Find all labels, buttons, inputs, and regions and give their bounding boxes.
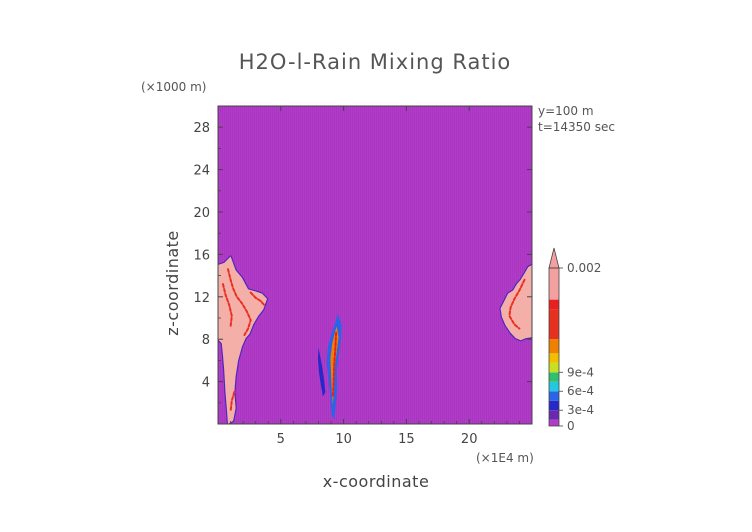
y-tick-label: 16 [193,248,210,263]
x-tick-label: 15 [398,432,415,447]
left-rain-core [218,256,267,424]
colorbar-label: 6e-4 [567,384,594,398]
colorbar-band [549,410,559,420]
colorbar-band [549,309,559,340]
x-axis-label: x-coordinate [323,472,430,491]
left-core-bottom [229,391,236,413]
center-side-streak [317,347,326,397]
y-tick-label: 8 [202,333,210,348]
colorbar-band [549,353,559,363]
plot-frame [217,105,533,425]
colorbar-band [549,362,559,373]
y-unit-label: (×1000 m) [141,80,206,94]
colorbar-label: 0.002 [567,261,601,275]
y-tick-label: 24 [193,164,210,179]
colorbar-label: 9e-4 [567,365,594,379]
y-axis-label: z-coordinate [163,230,182,336]
y-tick-label: 20 [193,206,210,221]
y-tick-label: 28 [193,121,210,136]
y-axis-ticks: 4 8 12 16 20 24 28 [193,121,532,404]
x-tick-label: 20 [461,432,478,447]
colorbar-label: 3e-4 [567,403,594,417]
colorbar-band [549,339,559,354]
colorbar-band [549,372,559,382]
colorbar-band [549,268,559,300]
colorbar-extend-arrow [548,247,560,269]
colorbar-frame [548,267,560,427]
chart-title: H2O-l-Rain Mixing Ratio [239,50,512,74]
rain-regions [218,255,532,424]
left-core-red-3 [222,283,233,328]
center-core-red [331,331,338,398]
left-core-red-2 [249,291,266,307]
colorbar-label: 0 [567,419,575,433]
right-core-red [508,278,526,330]
plot-background [218,106,532,424]
colorbar-band [549,299,559,310]
y-tick-label: 12 [193,291,210,306]
y-tick-label: 4 [202,376,210,391]
colorbar-band [549,400,559,411]
x-tick-label: 5 [277,432,285,447]
colorbar-band [549,381,559,392]
x-unit-label: (×1E4 m) [476,451,534,465]
colorbar-band [549,391,559,401]
colorbar-band [549,419,559,426]
left-core-red [227,268,252,336]
annotation-t: t=14350 sec [538,120,615,134]
annotation-y: y=100 m [538,104,594,118]
right-rain-core [500,265,532,341]
x-tick-label: 10 [335,432,352,447]
x-axis-ticks: 5 10 15 20 [230,106,520,447]
colorbar: 0 3e-4 6e-4 9e-4 0.002 [548,247,601,433]
